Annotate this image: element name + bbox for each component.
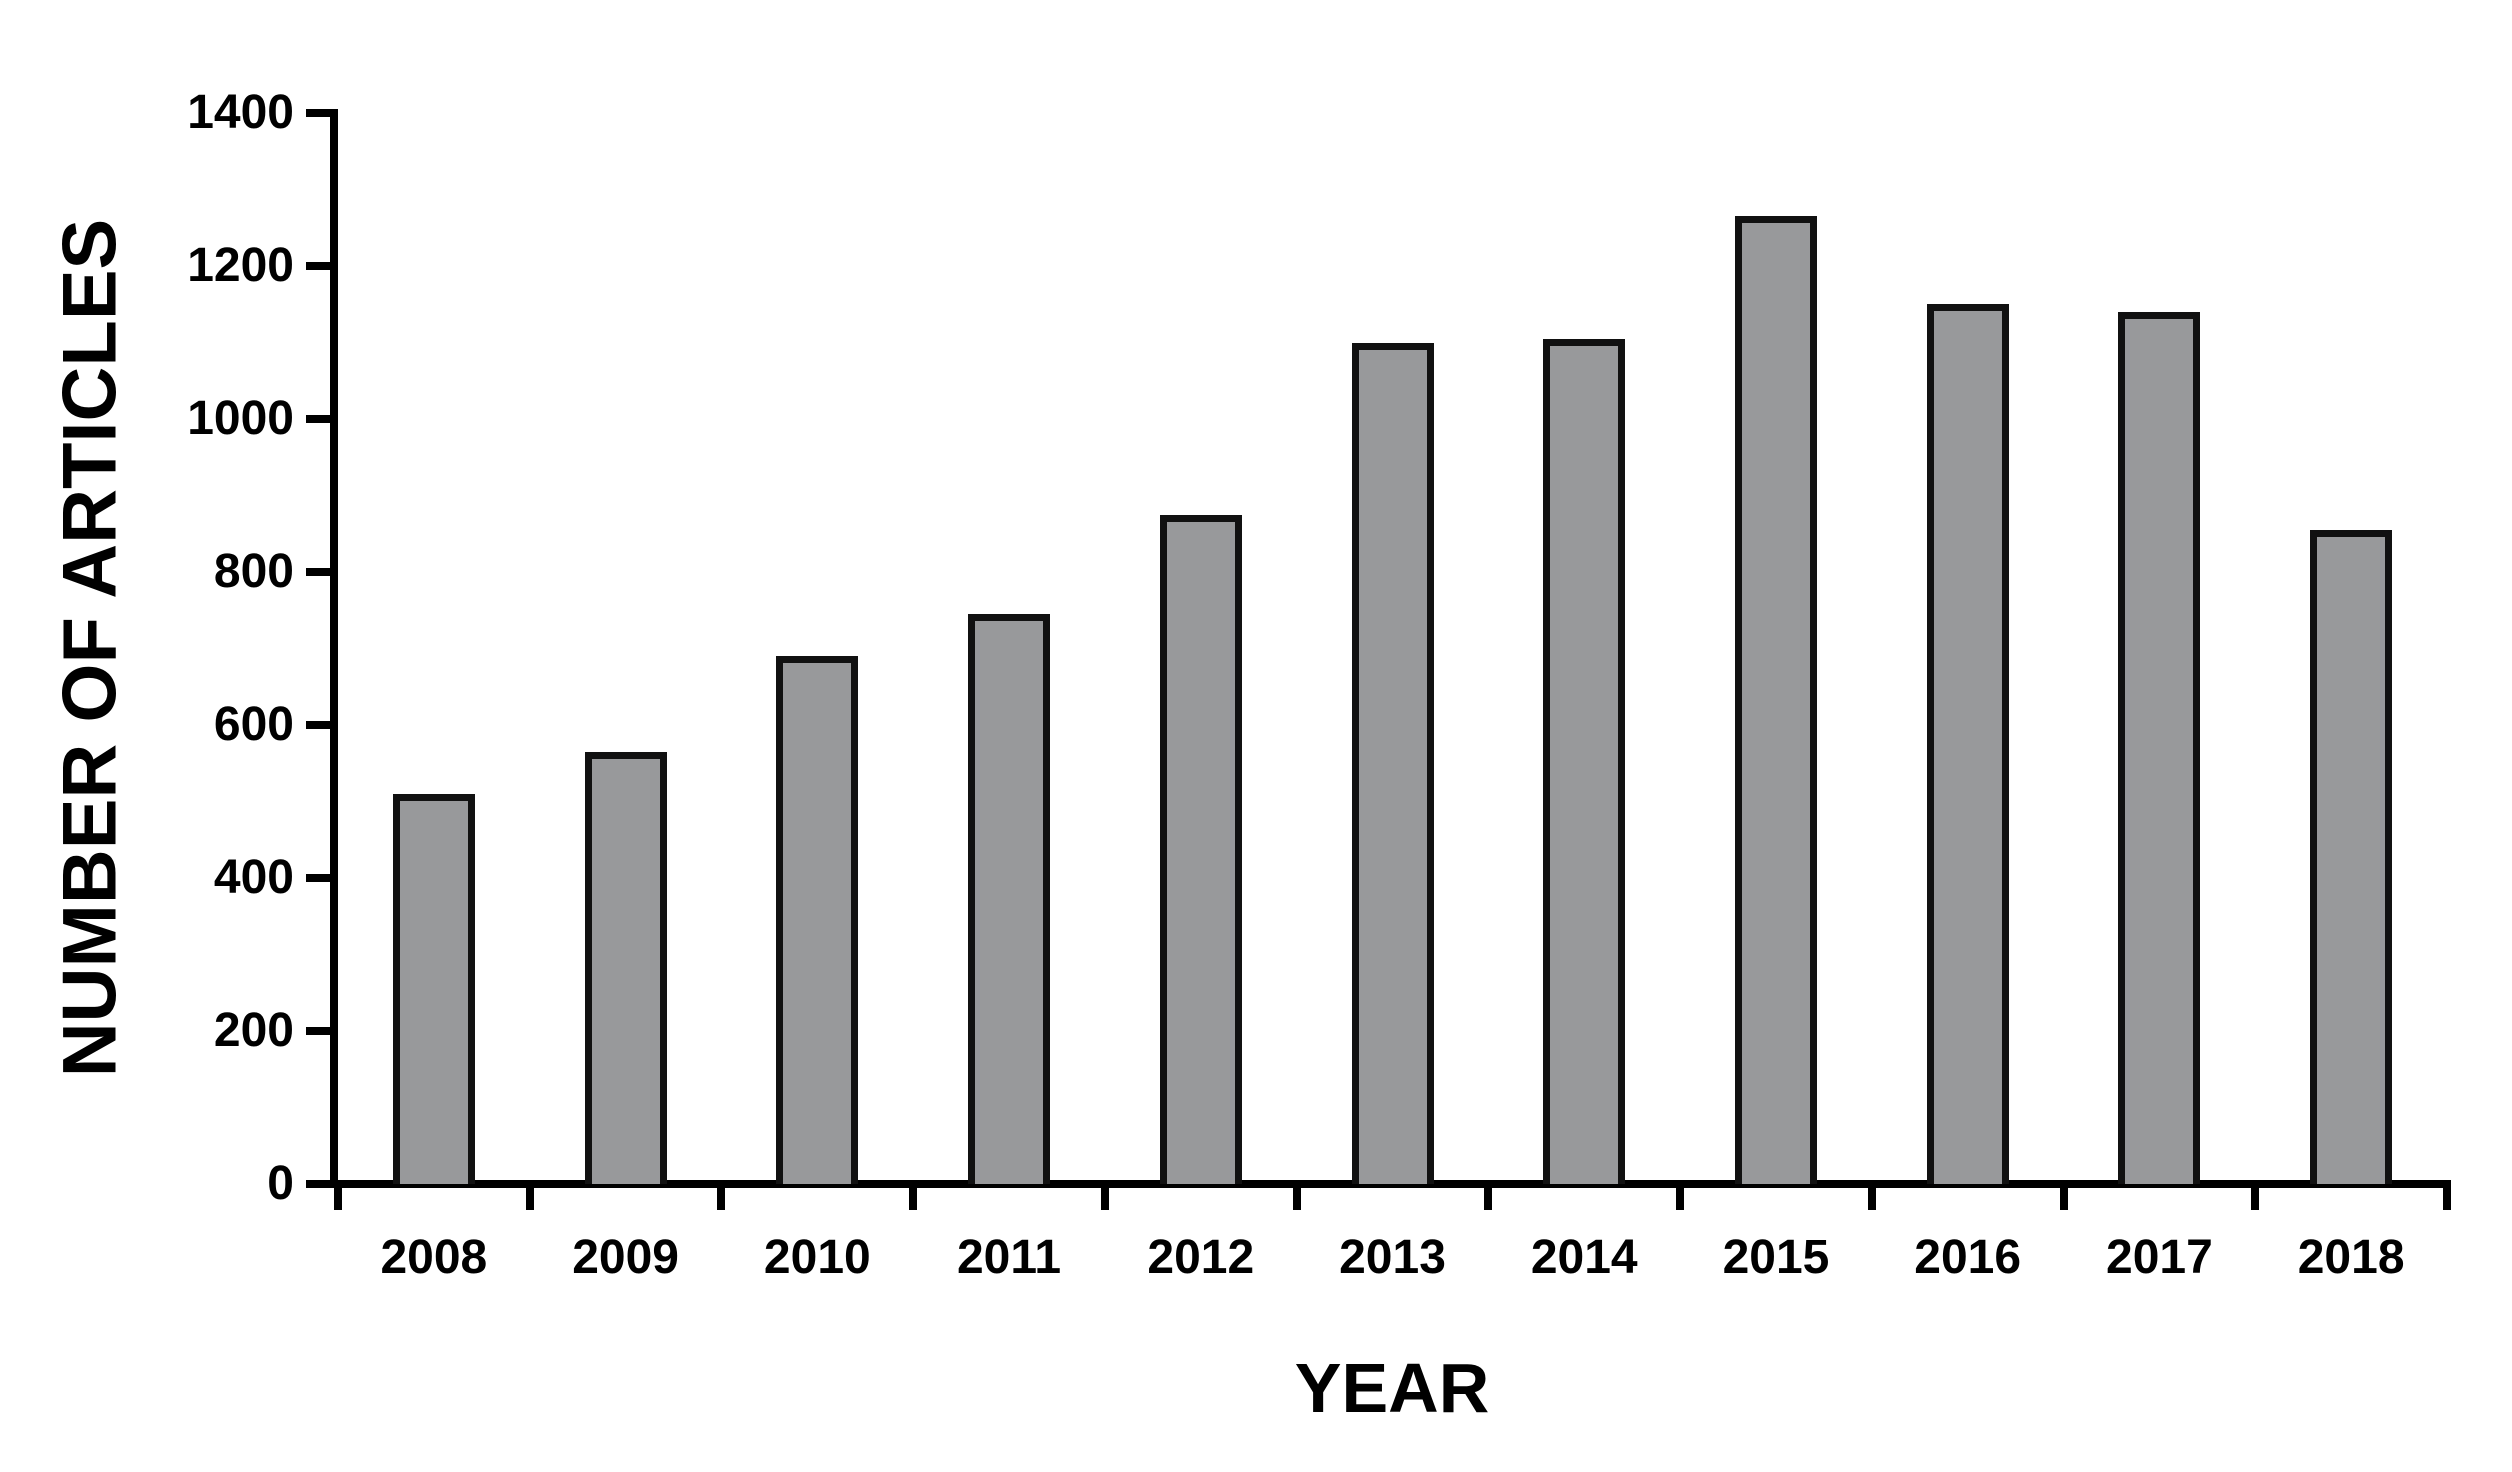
y-tick-label-1400: 1400: [187, 86, 294, 139]
x-tick-label-2018: 2018: [2297, 1231, 2405, 1284]
x-tick-10: [2251, 1184, 2260, 1210]
y-tick-label-1200: 1200: [187, 239, 294, 292]
bar-2016: [1926, 304, 2009, 1184]
bar-2011: [968, 614, 1051, 1184]
x-tick-5: [1292, 1184, 1301, 1210]
y-tick-1200: [306, 262, 330, 270]
x-axis-title: YEAR: [1294, 1349, 1490, 1427]
y-tick-label-800: 800: [213, 545, 294, 598]
x-tick-6: [1484, 1184, 1493, 1210]
x-tick-label-2012: 2012: [1147, 1231, 1255, 1284]
bar-2010: [776, 656, 859, 1184]
y-tick-label-400: 400: [213, 851, 294, 904]
y-axis-title: NUMBER OF ARTICLES: [47, 218, 133, 1078]
bar-2009: [584, 751, 667, 1184]
x-tick-label-2008: 2008: [380, 1231, 488, 1284]
y-tick-label-200: 200: [213, 1004, 294, 1057]
x-tick-label-2010: 2010: [763, 1231, 871, 1284]
bar-2018: [2310, 529, 2393, 1184]
x-tick-11: [2443, 1184, 2451, 1210]
y-tick-0: [306, 1180, 330, 1188]
y-tick-400: [306, 874, 330, 882]
y-tick-1000: [306, 415, 330, 423]
bar-2013: [1351, 342, 1434, 1184]
x-axis-line: [330, 1180, 2451, 1188]
y-tick-label-0: 0: [267, 1157, 294, 1210]
y-tick-1400: [306, 109, 330, 117]
x-tick-label-2014: 2014: [1530, 1231, 1638, 1284]
x-tick-1: [525, 1184, 534, 1210]
x-tick-8: [1867, 1184, 1876, 1210]
x-tick-4: [1100, 1184, 1109, 1210]
bar-2017: [2118, 311, 2201, 1184]
x-tick-9: [2059, 1184, 2068, 1210]
x-tick-0: [334, 1184, 342, 1210]
x-tick-2: [717, 1184, 726, 1210]
y-tick-label-1000: 1000: [187, 392, 294, 445]
x-tick-label-2013: 2013: [1339, 1231, 1446, 1284]
x-tick-label-2009: 2009: [572, 1231, 679, 1284]
bar-2014: [1543, 338, 1626, 1184]
bar-2015: [1734, 216, 1817, 1184]
y-axis-line: [330, 109, 338, 1188]
y-tick-label-600: 600: [213, 698, 294, 751]
x-tick-label-2011: 2011: [956, 1231, 1062, 1284]
x-tick-label-2017: 2017: [2106, 1231, 2213, 1284]
x-tick-3: [909, 1184, 918, 1210]
bar-2012: [1159, 514, 1242, 1184]
bar-2008: [392, 793, 475, 1184]
y-tick-200: [306, 1027, 330, 1035]
y-tick-600: [306, 721, 330, 729]
y-tick-800: [306, 568, 330, 576]
x-tick-label-2016: 2016: [1914, 1231, 2022, 1284]
x-tick-label-2015: 2015: [1722, 1231, 1830, 1284]
x-tick-7: [1676, 1184, 1685, 1210]
